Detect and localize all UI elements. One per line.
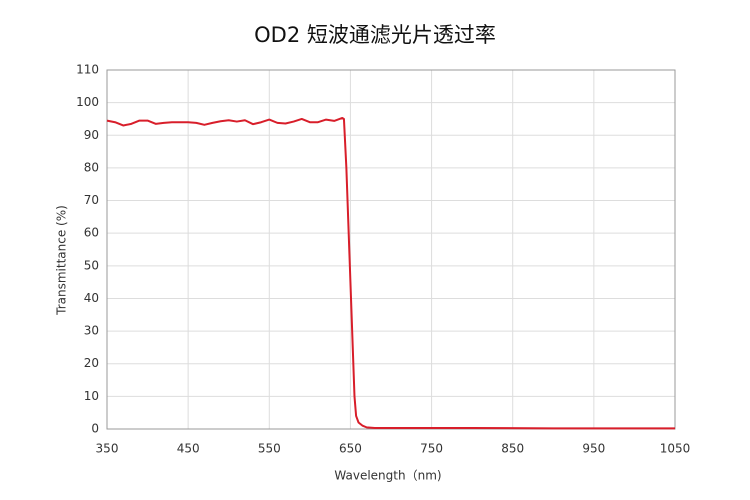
y-tick-label: 30 bbox=[84, 324, 99, 338]
x-tick-label: 750 bbox=[420, 442, 443, 456]
x-axis-label: Wavelength（nm) bbox=[334, 469, 441, 483]
plot-frame bbox=[106, 69, 676, 430]
y-tick-label: 80 bbox=[84, 160, 99, 174]
chart-title: OD2 短波通滤光片透过率 bbox=[254, 23, 496, 47]
x-tick-label: 350 bbox=[96, 442, 119, 456]
y-tick-label: 70 bbox=[84, 193, 99, 207]
y-tick-label: 20 bbox=[84, 356, 99, 370]
x-tick-label: 950 bbox=[582, 442, 605, 456]
y-tick-label: 110 bbox=[76, 63, 99, 77]
data-line bbox=[106, 116, 675, 430]
y-tick-label: 90 bbox=[84, 128, 99, 142]
x-tick-label: 1050 bbox=[660, 442, 691, 456]
x-tick-label: 650 bbox=[339, 442, 362, 456]
y-tick-label: 100 bbox=[76, 95, 99, 109]
x-tick-label: 850 bbox=[501, 442, 524, 456]
y-tick-label: 0 bbox=[91, 422, 99, 436]
y-tick-label: 50 bbox=[84, 258, 99, 272]
y-tick-label: 60 bbox=[84, 226, 99, 240]
x-tick-label: 550 bbox=[258, 442, 281, 456]
y-tick-label: 40 bbox=[84, 291, 99, 305]
y-tick-label: 10 bbox=[84, 389, 99, 403]
x-tick-label: 450 bbox=[177, 442, 200, 456]
y-axis-label: Transmittance (%) bbox=[55, 205, 69, 316]
